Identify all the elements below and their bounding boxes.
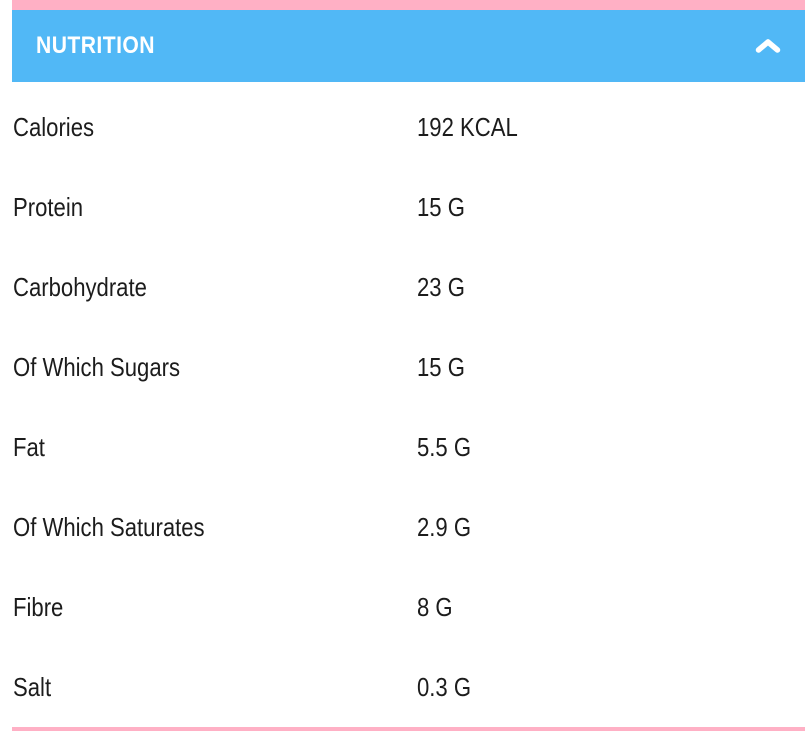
nutrient-label: Salt	[13, 671, 52, 702]
nutrient-value: 8 G	[417, 591, 453, 622]
nutrient-value: 15 G	[417, 351, 465, 382]
table-row: Protein 15 G	[13, 167, 805, 247]
nutrient-label: Fibre	[13, 591, 64, 622]
nutrient-label: Of Which Saturates	[13, 511, 205, 542]
nutrition-table: Calories 192 KCAL Protein 15 G Carbohydr…	[13, 82, 805, 727]
top-divider	[12, 0, 805, 10]
table-row: Of Which Sugars 15 G	[13, 327, 805, 407]
table-row: Of Which Saturates 2.9 G	[13, 487, 805, 567]
nutrient-label: Of Which Sugars	[13, 351, 181, 382]
bottom-divider	[12, 727, 805, 731]
table-row: Carbohydrate 23 G	[13, 247, 805, 327]
nutrient-value: 192 KCAL	[417, 111, 518, 142]
nutrient-value: 5.5 G	[417, 431, 472, 462]
section-title: NUTRITION	[36, 32, 155, 59]
nutrient-value: 2.9 G	[417, 511, 472, 542]
table-row: Calories 192 KCAL	[13, 87, 805, 167]
nutrient-label: Calories	[13, 111, 95, 142]
nutrient-value: 0.3 G	[417, 671, 472, 702]
nutrient-value: 15 G	[417, 191, 465, 222]
nutrient-label: Carbohydrate	[13, 271, 147, 302]
table-row: Fat 5.5 G	[13, 407, 805, 487]
nutrient-label: Protein	[13, 191, 84, 222]
nutrient-label: Fat	[13, 431, 45, 462]
nutrition-accordion-header[interactable]: NUTRITION	[12, 10, 805, 82]
chevron-up-icon[interactable]	[755, 38, 781, 54]
table-row: Salt 0.3 G	[13, 647, 805, 727]
table-row: Fibre 8 G	[13, 567, 805, 647]
nutrient-value: 23 G	[417, 271, 465, 302]
